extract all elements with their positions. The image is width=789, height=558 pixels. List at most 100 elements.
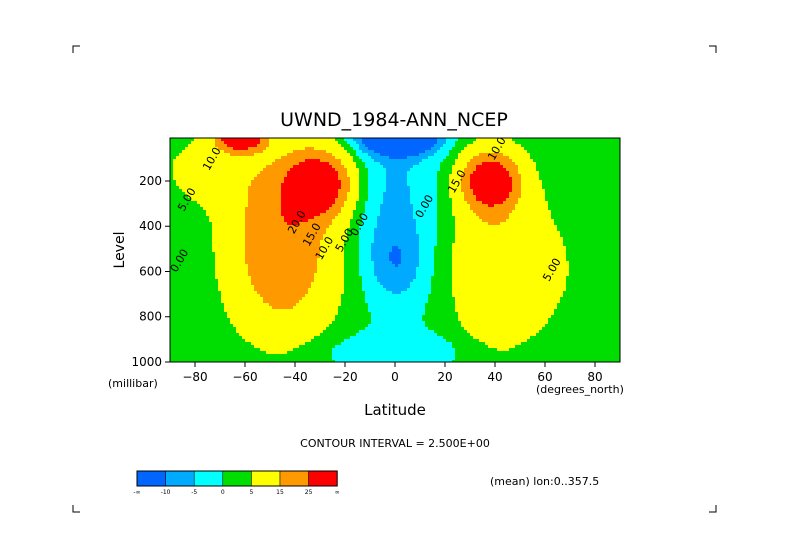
contour-cell bbox=[221, 195, 225, 199]
contour-cell bbox=[356, 159, 360, 163]
contour-cell bbox=[200, 258, 204, 262]
contour-cell bbox=[242, 201, 246, 205]
contour-cell bbox=[245, 279, 249, 283]
contour-cell bbox=[287, 204, 291, 208]
contour-cell bbox=[182, 225, 186, 229]
contour-cell bbox=[242, 315, 246, 319]
contour-cell bbox=[317, 195, 321, 199]
contour-cell bbox=[185, 234, 189, 238]
contour-cell bbox=[200, 174, 204, 178]
contour-cell bbox=[227, 165, 231, 169]
contour-cell bbox=[197, 294, 201, 298]
contour-cell bbox=[272, 294, 276, 298]
contour-cell bbox=[305, 234, 309, 238]
contour-cell bbox=[197, 240, 201, 244]
contour-cell bbox=[188, 336, 192, 340]
contour-cell bbox=[263, 282, 267, 286]
contour-cell bbox=[212, 252, 216, 256]
contour-cell bbox=[239, 324, 243, 328]
contour-cell bbox=[260, 270, 264, 274]
contour-cell bbox=[209, 147, 213, 151]
contour-cell bbox=[248, 339, 252, 343]
contour-cell bbox=[182, 354, 186, 358]
contour-cell bbox=[347, 150, 351, 154]
contour-cell bbox=[359, 228, 363, 232]
contour-cell bbox=[179, 189, 183, 193]
contour-cell bbox=[218, 351, 222, 355]
contour-cell bbox=[281, 162, 285, 166]
contour-cell bbox=[296, 141, 300, 145]
contour-cell bbox=[191, 141, 195, 145]
contour-cell bbox=[239, 348, 243, 352]
contour-cell bbox=[212, 231, 216, 235]
contour-cell bbox=[194, 333, 198, 337]
contour-cell bbox=[227, 207, 231, 211]
contour-cell bbox=[329, 339, 333, 343]
contour-cell bbox=[311, 180, 315, 184]
contour-cell bbox=[347, 261, 351, 265]
contour-cell bbox=[257, 354, 261, 358]
contour-cell bbox=[299, 285, 303, 289]
contour-cell bbox=[251, 240, 255, 244]
contour-cell bbox=[248, 273, 252, 277]
contour-cell bbox=[368, 264, 372, 268]
contour-cell bbox=[326, 246, 330, 250]
contour-cell bbox=[278, 150, 282, 154]
contour-cell bbox=[200, 246, 204, 250]
contour-cell bbox=[236, 216, 240, 220]
contour-cell bbox=[302, 159, 306, 163]
contour-cell bbox=[344, 312, 348, 316]
contour-cell bbox=[335, 171, 339, 175]
contour-cell bbox=[200, 342, 204, 346]
contour-cell bbox=[332, 156, 336, 160]
contour-cell bbox=[230, 174, 234, 178]
contour-cell bbox=[362, 243, 366, 247]
contour-cell bbox=[200, 339, 204, 343]
contour-cell bbox=[350, 234, 354, 238]
contour-cell bbox=[350, 264, 354, 268]
contour-cell bbox=[233, 285, 237, 289]
contour-cell bbox=[221, 159, 225, 163]
contour-cell bbox=[272, 264, 276, 268]
contour-cell bbox=[176, 297, 180, 301]
contour-cell bbox=[299, 270, 303, 274]
contour-cell bbox=[302, 342, 306, 346]
contour-cell bbox=[272, 234, 276, 238]
contour-cell bbox=[359, 174, 363, 178]
contour-cell bbox=[278, 267, 282, 271]
contour-cell bbox=[311, 351, 315, 355]
contour-cell bbox=[209, 294, 213, 298]
contour-cell bbox=[182, 195, 186, 199]
contour-cell bbox=[257, 315, 261, 319]
contour-cell bbox=[350, 195, 354, 199]
contour-cell bbox=[368, 246, 372, 250]
contour-cell bbox=[185, 360, 189, 362]
contour-cell bbox=[287, 348, 291, 352]
contour-cell bbox=[260, 255, 264, 259]
contour-cell bbox=[245, 210, 249, 214]
contour-cell bbox=[251, 327, 255, 331]
contour-cell bbox=[179, 297, 183, 301]
contour-cell bbox=[218, 258, 222, 262]
contour-cell bbox=[350, 153, 354, 157]
contour-cell bbox=[350, 276, 354, 280]
contour-cell bbox=[341, 258, 345, 262]
contour-cell bbox=[182, 174, 186, 178]
contour-cell bbox=[212, 147, 216, 151]
contour-cell bbox=[227, 153, 231, 157]
contour-cell bbox=[176, 315, 180, 319]
contour-cell bbox=[362, 345, 366, 349]
contour-cell bbox=[305, 219, 309, 223]
contour-cell bbox=[344, 243, 348, 247]
contour-cell bbox=[311, 156, 315, 160]
contour-cell bbox=[353, 237, 357, 241]
contour-cell bbox=[188, 168, 192, 172]
contour-cell bbox=[212, 345, 216, 349]
contour-cell bbox=[245, 300, 249, 304]
contour-cell bbox=[209, 333, 213, 337]
contour-cell bbox=[185, 231, 189, 235]
contour-cell bbox=[332, 267, 336, 271]
contour-cell bbox=[296, 339, 300, 343]
contour-cell bbox=[254, 339, 258, 343]
contour-cell bbox=[197, 189, 201, 193]
